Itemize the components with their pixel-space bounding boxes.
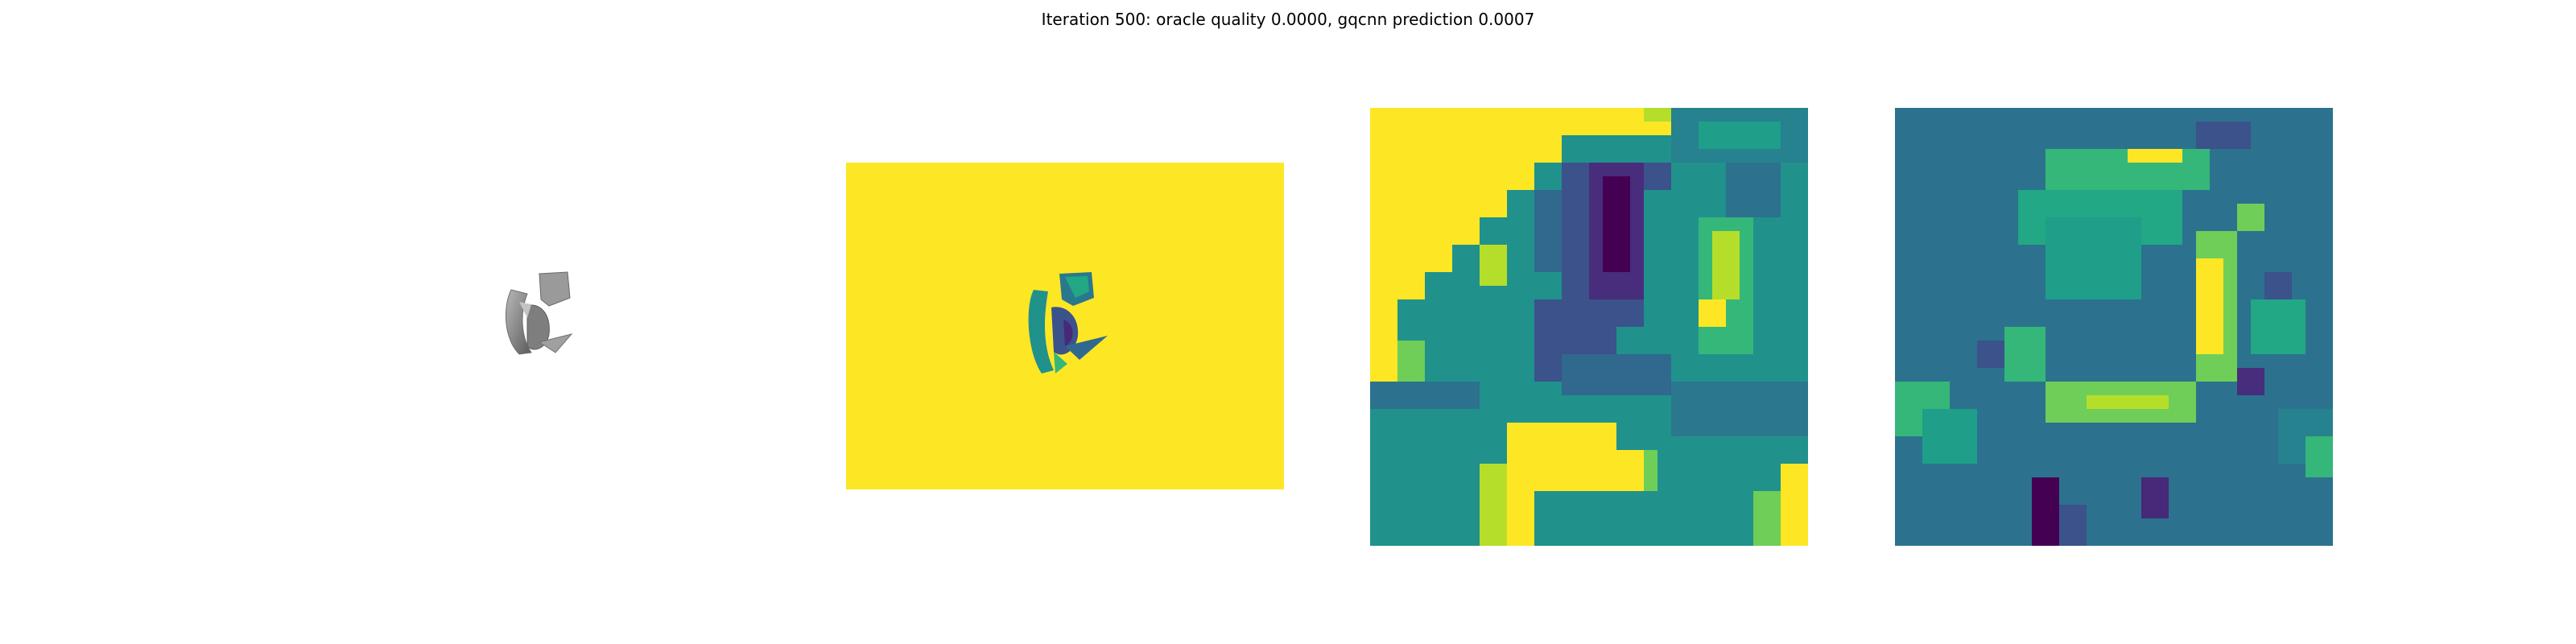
object-render-panel xyxy=(483,258,612,386)
figure-title: Iteration 500: oracle quality 0.0000, gq… xyxy=(1041,10,1535,29)
depth-crop-image xyxy=(1370,108,1808,546)
depth-crop-panel xyxy=(1370,108,1808,546)
depth-image-panel xyxy=(846,163,1284,489)
depth-image xyxy=(846,163,1284,489)
quality-heatmap-panel xyxy=(1895,108,2333,546)
object-render-image xyxy=(505,271,573,355)
quality-heatmap-image xyxy=(1895,108,2333,546)
